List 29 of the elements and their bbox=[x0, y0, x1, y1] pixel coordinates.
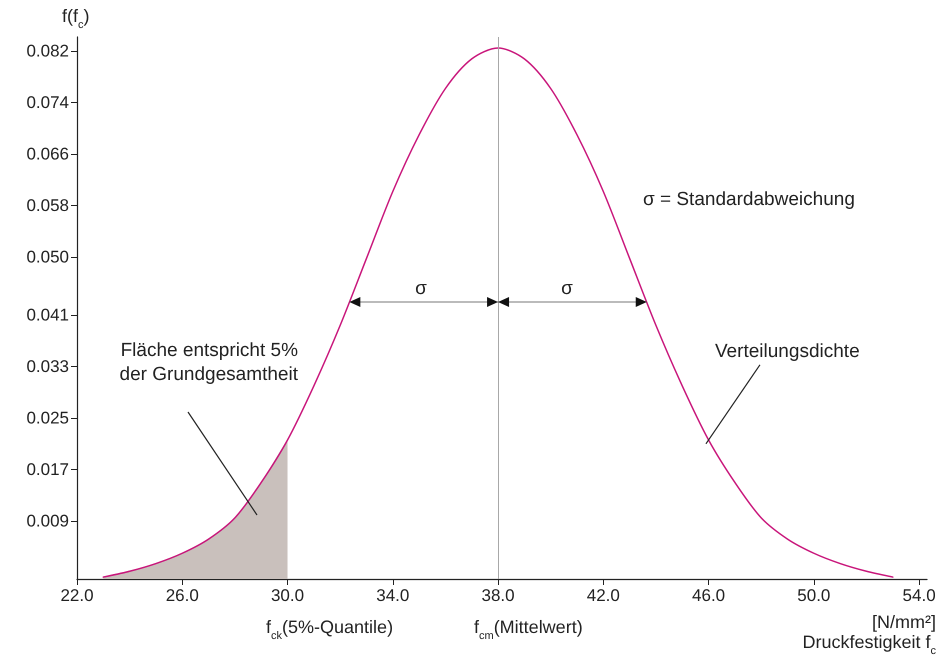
y-tick-label: 0.066 bbox=[26, 144, 69, 164]
x-tick-label: 38.0 bbox=[482, 586, 515, 605]
x-tick-label: 50.0 bbox=[797, 586, 830, 605]
x-tick-label: 34.0 bbox=[376, 586, 410, 605]
annotation: σ bbox=[415, 278, 428, 299]
x-tick-label: 26.0 bbox=[166, 586, 199, 605]
text: f$_{ck}$(5%-Quantile) bbox=[266, 617, 394, 642]
annotation: σ bbox=[561, 278, 574, 299]
y-tick-label: 0.009 bbox=[26, 512, 69, 531]
x-tick-label: 54.0 bbox=[902, 586, 936, 605]
y-tick-label: 0.017 bbox=[26, 460, 69, 480]
y-tick-label: 0.025 bbox=[26, 408, 69, 428]
x-axis-title: [N/mm²] Druckfestigkeit f$_{c}$ bbox=[802, 612, 936, 657]
annotation: Verteilungsdichte bbox=[714, 340, 860, 362]
x-tick-label: 46.0 bbox=[692, 586, 726, 605]
y-tick-label: 0.033 bbox=[26, 357, 69, 376]
annotation: σ = Standardabweichung bbox=[643, 189, 855, 210]
text: f$_{cm}$(Mittelwert) bbox=[474, 617, 583, 642]
annotation: Fläche entspricht 5% der Grundgesamtheit bbox=[120, 340, 299, 385]
y-tick-label: 0.074 bbox=[26, 93, 69, 112]
y-axis-title: f(f$_{c}$) bbox=[62, 6, 90, 31]
x-tick-label: 42.0 bbox=[586, 586, 620, 605]
line-series bbox=[102, 47, 894, 578]
x-tick-label: 30.0 bbox=[270, 586, 304, 605]
y-tick-label: 0.050 bbox=[26, 248, 69, 267]
y-tick-label: 0.082 bbox=[26, 42, 69, 61]
y-tick-label: 0.041 bbox=[26, 306, 69, 325]
y-tick-label: 0.058 bbox=[26, 196, 69, 216]
x-tick-label: 22.0 bbox=[60, 586, 94, 605]
